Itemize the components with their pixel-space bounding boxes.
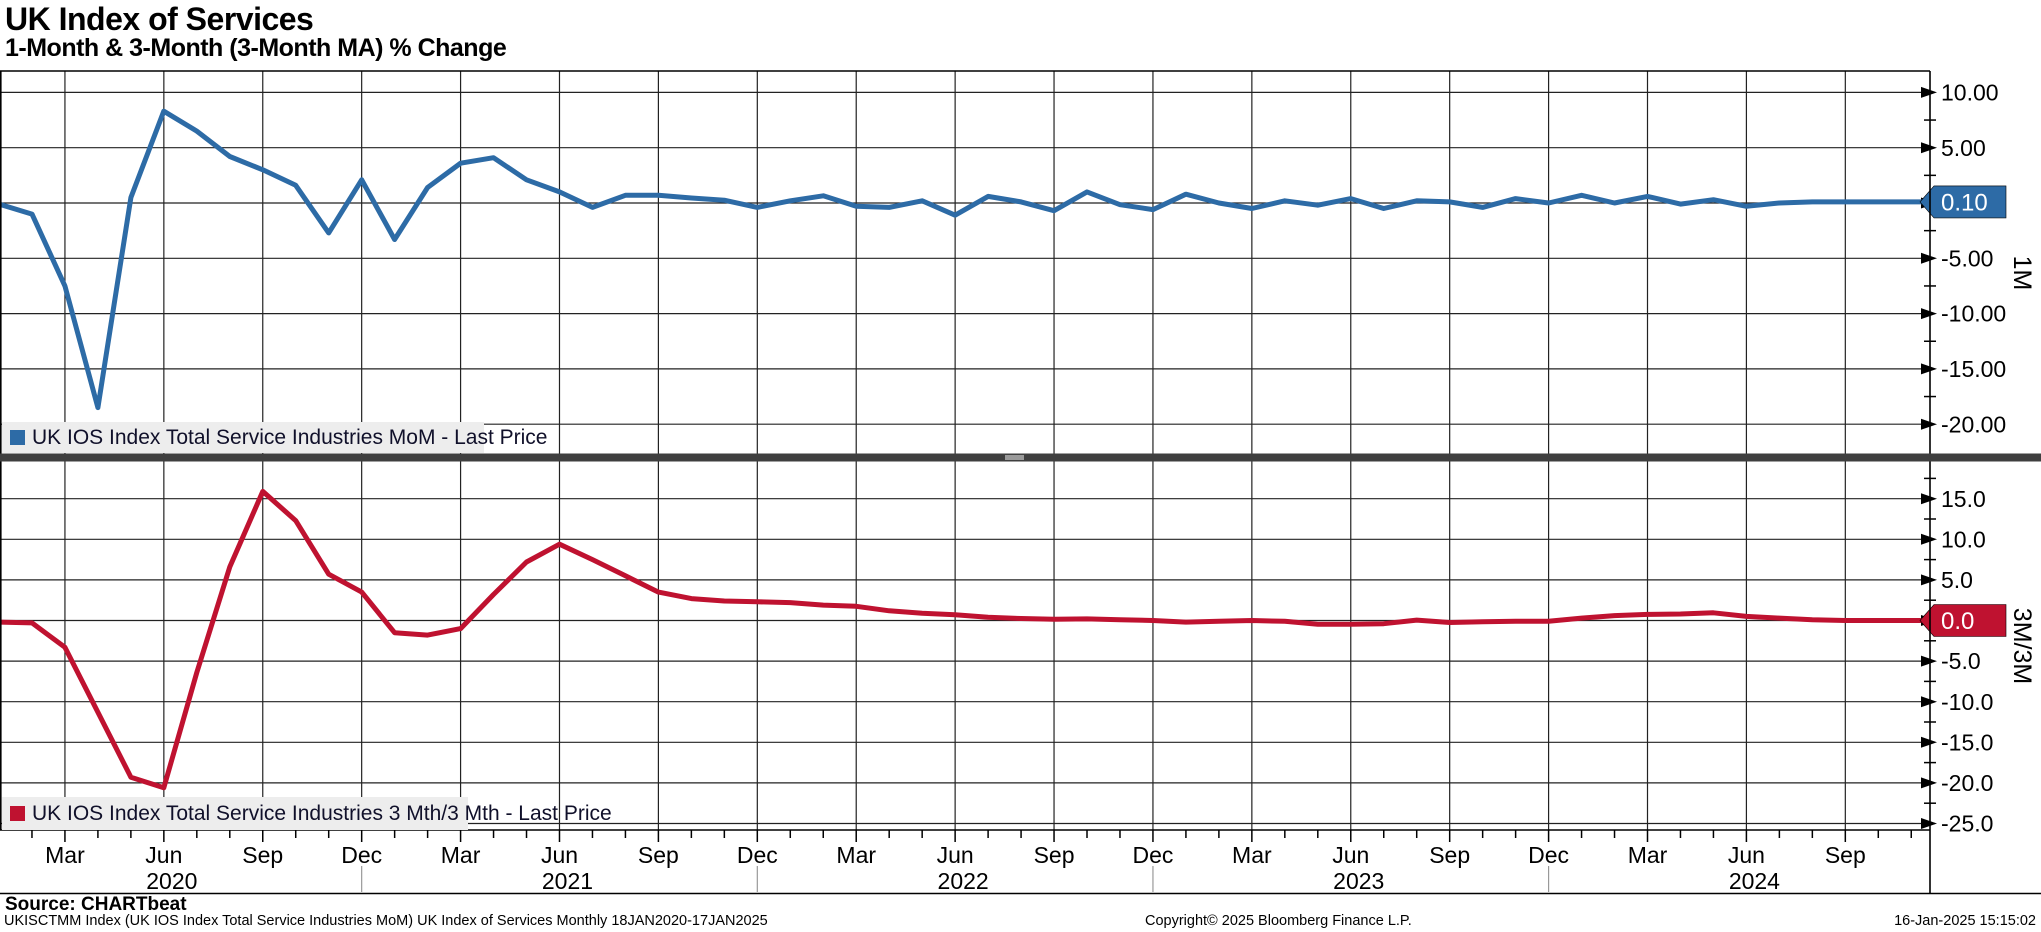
vertical-gridlines	[64, 461, 1846, 830]
axis-unit-label: 1M	[2008, 256, 2036, 291]
year-label: 2020	[146, 868, 197, 894]
x-tick-label: Dec	[1132, 842, 1173, 868]
source-line: Source: CHARTbeat	[5, 894, 187, 915]
x-tick-label: Sep	[638, 842, 679, 868]
legend-top-label: UK IOS Index Total Service Industries Mo…	[32, 425, 548, 449]
horizontal-gridlines: 15.0 10.0 5.0 -5.0 -10.0 -15.0 -20.0 -25.0	[0, 486, 1993, 837]
y-tick-label: -15.00	[1941, 356, 2006, 382]
y-tick-label: -15.0	[1941, 729, 1993, 755]
legend-bottom-label: UK IOS Index Total Service Industries 3 …	[32, 801, 612, 825]
x-ticks	[31, 830, 1913, 842]
axis-unit-label: 3M/3M	[2008, 608, 2036, 684]
y-tick-label: 10.0	[1941, 526, 1986, 552]
axis-arrow-icon	[1921, 86, 1937, 98]
y-tick-label: -5.0	[1941, 648, 1981, 674]
x-year-labels: 2020 2021 2022 2023 2024	[146, 868, 1780, 894]
footer-timestamp: 16-Jan-2025 15:15:02	[1894, 913, 2036, 929]
axis-arrow-icon	[1921, 736, 1937, 748]
divider-handle-icon[interactable]	[1005, 455, 1024, 460]
x-tick-label: Jun	[145, 842, 182, 868]
footer-ticker-description: UKISCTMM Index (UK IOS Index Total Servi…	[4, 913, 768, 929]
axis-arrow-icon	[1921, 696, 1937, 708]
y-tick-label: 15.0	[1941, 486, 1986, 512]
x-tick-label: Jun	[541, 842, 578, 868]
year-label: 2024	[1729, 868, 1780, 894]
axis-arrow-icon	[1921, 655, 1937, 667]
axis-arrow-icon	[1921, 252, 1937, 264]
mom-series-line	[0, 108, 1929, 411]
x-tick-label: Mar	[1628, 842, 1668, 868]
page-subtitle: 1-Month & 3-Month (3-Month MA) % Change	[5, 34, 507, 62]
x-tick-label: Dec	[737, 842, 778, 868]
axis-arrow-icon	[1921, 777, 1937, 789]
y-tick-label: -20.0	[1941, 770, 1993, 796]
axis-arrow-icon	[1921, 574, 1937, 586]
axis-arrow-icon	[1921, 308, 1937, 320]
x-tick-label: Sep	[242, 842, 283, 868]
x-tick-label: Mar	[441, 842, 481, 868]
x-tick-label: Mar	[1232, 842, 1272, 868]
year-label: 2022	[938, 868, 989, 894]
y-tick-label: -20.00	[1941, 411, 2006, 437]
y-tick-label: -25.0	[1941, 811, 1993, 837]
last-value-badge	[1919, 604, 2007, 637]
y-tick-label: -10.0	[1941, 689, 1993, 715]
x-tick-label: Sep	[1825, 842, 1866, 868]
legend-top-panel[interactable]: UK IOS Index Total Service Industries Mo…	[2, 422, 547, 453]
three-month-series-line	[0, 488, 1929, 791]
x-tick-label: Jun	[1728, 842, 1765, 868]
vertical-gridlines	[64, 71, 1846, 454]
last-value-badge	[1919, 185, 2007, 219]
bottom-panel: 15.0 10.0 5.0 -5.0 -10.0 -15.0 -20.0 -25.0 0.0 3M…	[0, 461, 2036, 837]
footer-copyright: Copyright© 2025 Bloomberg Finance L.P.	[1145, 913, 1412, 929]
horizontal-gridlines: 10.00 5.00 -5.00 -10.00 -15.00 -20.00	[0, 79, 2006, 437]
axis-arrow-icon	[1921, 363, 1937, 375]
axis-arrow-icon	[1921, 418, 1937, 430]
last-value-label: 0.10	[1941, 189, 1988, 216]
last-value-label: 0.0	[1941, 608, 1974, 635]
x-tick-label: Mar	[45, 842, 85, 868]
year-label: 2023	[1333, 868, 1384, 894]
x-tick-label: Jun	[937, 842, 974, 868]
axis-arrow-icon	[1921, 493, 1937, 505]
axis-arrow-icon	[1921, 142, 1937, 154]
y-tick-label: 5.00	[1941, 135, 1986, 161]
x-tick-label: Sep	[1429, 842, 1470, 868]
y-tick-label: 5.0	[1941, 567, 1973, 593]
legend-swatch-blue-icon	[10, 430, 25, 445]
axis-arrow-icon	[1921, 533, 1937, 545]
page-title: UK Index of Services	[5, 1, 314, 37]
legend-bottom-panel[interactable]: UK IOS Index Total Service Industries 3 …	[2, 797, 612, 830]
x-tick-label: Dec	[1528, 842, 1569, 868]
x-tick-label: Sep	[1034, 842, 1075, 868]
axis-arrow-icon	[1921, 818, 1937, 829]
x-quarter-labels: Mar Jun Sep Dec Mar Jun Sep Dec Mar Jun Sep Dec Mar J…	[45, 842, 1866, 868]
y-tick-label: -5.00	[1941, 245, 1993, 271]
top-panel: 10.00 5.00 -5.00 -10.00 -15.00 -20.00 0.10 1M	[0, 71, 2036, 454]
year-separators	[361, 866, 1550, 892]
y-tick-label: 10.00	[1941, 79, 1999, 105]
y-tick-label: -10.00	[1941, 301, 2006, 327]
year-label: 2021	[542, 868, 593, 894]
x-tick-label: Jun	[1332, 842, 1369, 868]
x-tick-label: Dec	[341, 842, 382, 868]
chart-frame	[0, 70, 2041, 895]
legend-swatch-red-icon	[10, 806, 25, 821]
x-tick-label: Mar	[836, 842, 876, 868]
